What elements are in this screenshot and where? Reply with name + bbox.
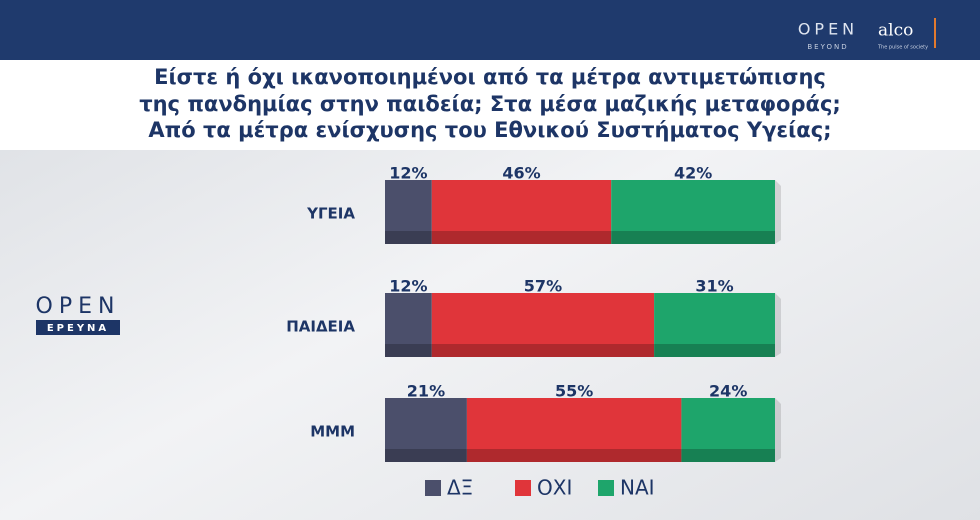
bar-segment <box>431 180 612 244</box>
bar-shade <box>681 449 775 462</box>
bar-segment <box>681 398 775 462</box>
legend-swatch <box>598 480 614 496</box>
bar-shade <box>385 344 432 357</box>
legend-label: ΔΞ <box>447 476 473 500</box>
side-logo-sub: ΕΡΕΥΝΑ <box>47 323 109 334</box>
value-label: 24% <box>709 382 747 401</box>
header-divider <box>934 18 936 48</box>
bar-shade <box>431 231 612 244</box>
bar-segment <box>611 180 775 244</box>
alco-logo: alco <box>878 21 913 41</box>
bar-segment <box>466 398 682 462</box>
value-label: 12% <box>389 164 427 183</box>
side-logo-box <box>36 320 120 335</box>
title-band <box>0 60 980 150</box>
value-label: 46% <box>502 164 540 183</box>
category-label: ΜΜΜ <box>310 423 355 441</box>
chart-title: Είστε ή όχι ικανοποιημένοι από τα μέτρα … <box>154 65 826 89</box>
bar-segment <box>654 293 775 357</box>
value-label: 12% <box>389 277 427 296</box>
category-label: ΥΓΕΙΑ <box>306 205 355 223</box>
bar-segment <box>385 398 467 462</box>
header-logo: OPEN <box>798 20 858 39</box>
bar-side <box>775 180 781 244</box>
value-label: 21% <box>407 382 445 401</box>
chart-title: Από τα μέτρα ενίσχυσης του Εθνικού Συστή… <box>148 118 831 142</box>
value-label: 55% <box>555 382 593 401</box>
category-label: ΠΑΙΔΕΙΑ <box>286 318 355 336</box>
bar-shade <box>385 231 432 244</box>
bar-shade <box>466 449 682 462</box>
header-band <box>0 0 980 60</box>
value-label: 57% <box>524 277 562 296</box>
bar-segment <box>385 293 432 357</box>
bar-shade <box>611 231 775 244</box>
header-logo-sub: BEYOND <box>807 43 848 51</box>
legend-swatch <box>425 480 441 496</box>
bar-side <box>775 398 781 462</box>
bar-segment <box>385 180 432 244</box>
legend-label: ΟΧΙ <box>537 476 572 500</box>
chart-title: της πανδημίας στην παιδεία; Στα μέσα μαζ… <box>139 92 841 116</box>
alco-tagline: The pulse of society <box>877 45 928 51</box>
value-label: 31% <box>695 277 733 296</box>
value-label: 42% <box>674 164 712 183</box>
bar-side <box>775 293 781 357</box>
side-logo: OPEN <box>36 294 121 319</box>
bar-shade <box>654 344 775 357</box>
legend-label: ΝΑΙ <box>620 476 655 500</box>
bar-shade <box>431 344 655 357</box>
bar-segment <box>431 293 655 357</box>
legend-swatch <box>515 480 531 496</box>
bar-shade <box>385 449 467 462</box>
